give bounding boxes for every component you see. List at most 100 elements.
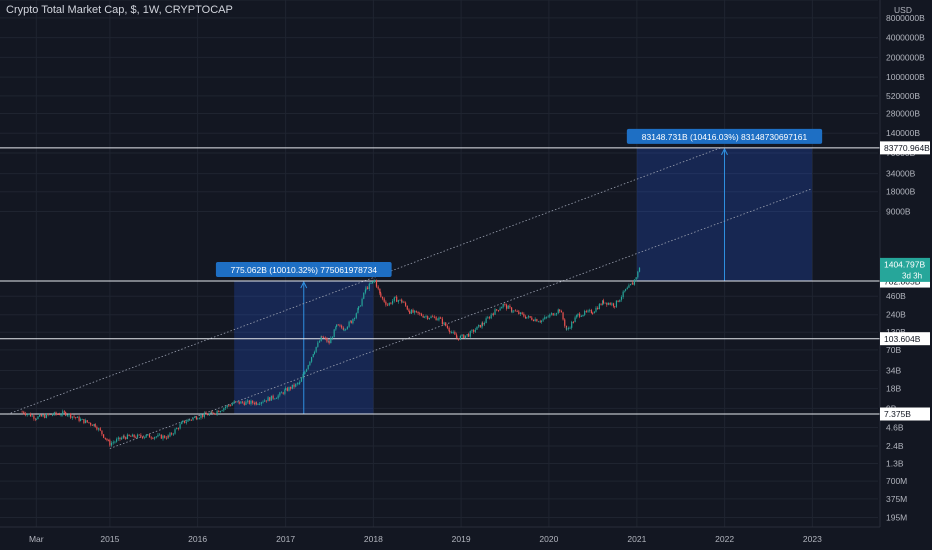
price-axis-label: 140000B	[886, 128, 920, 138]
candle-body	[313, 351, 316, 355]
candle-body	[264, 400, 266, 402]
candle-body	[275, 398, 278, 399]
candle-body	[350, 320, 352, 324]
candle-body	[76, 416, 79, 418]
candle-body	[617, 300, 619, 302]
candle-body	[449, 331, 451, 333]
candle-body	[514, 310, 517, 312]
candle-body	[540, 320, 543, 322]
time-axis-label: 2015	[100, 534, 119, 544]
candle-body	[315, 346, 317, 352]
candle-body	[550, 313, 553, 315]
candle-body	[60, 414, 62, 416]
candle-body	[299, 381, 301, 383]
candle-body	[348, 321, 350, 327]
candle-body	[213, 412, 215, 414]
candle-body	[408, 309, 410, 312]
candle-body	[372, 281, 374, 284]
price-axis-label: 195M	[886, 513, 907, 523]
price-axis-label: 8000000B	[886, 13, 925, 23]
candle-body	[133, 434, 135, 438]
candle-body	[345, 328, 347, 330]
time-axis[interactable]: Mar 2015 2016 2017 2018 2019 2020 2021 2022 2023	[0, 526, 880, 550]
candle-body	[466, 334, 468, 336]
candle-body	[274, 398, 276, 400]
candle-body	[24, 413, 27, 416]
candle-body	[172, 433, 174, 435]
candle-body	[192, 417, 194, 420]
candle-body	[388, 302, 390, 306]
candle-body	[304, 371, 306, 375]
candle-body	[181, 421, 183, 425]
measure-label-bg	[215, 262, 392, 278]
candle-body	[390, 302, 392, 304]
candle-body	[590, 310, 593, 314]
candle-body	[267, 397, 269, 402]
candle-body	[228, 405, 230, 407]
candle-body	[579, 313, 581, 317]
candle-body	[438, 317, 440, 320]
candle-body	[534, 319, 536, 322]
candle-body	[326, 338, 328, 342]
candle-body	[357, 307, 359, 314]
candle-body	[45, 413, 48, 418]
price-axis-label: 34000B	[886, 169, 916, 179]
price-axis-unit: USD	[894, 5, 912, 15]
candle-body	[176, 428, 178, 430]
candle-body	[295, 383, 297, 387]
price-axis-label: 4000000B	[886, 33, 925, 43]
candle-body	[208, 413, 211, 416]
candle-body	[467, 334, 470, 337]
candle-body	[265, 400, 267, 402]
candle-body	[216, 410, 218, 414]
candle-body	[122, 436, 124, 438]
candle-body	[365, 287, 367, 290]
candle-body	[189, 419, 191, 421]
candle-body	[121, 437, 123, 440]
candle-body	[148, 434, 151, 438]
candle-body	[481, 323, 483, 328]
candle-body	[247, 400, 249, 402]
candle-body	[358, 306, 360, 308]
candle-body	[150, 437, 152, 439]
candle-body	[463, 334, 465, 339]
candle-body	[210, 411, 212, 414]
candle-body	[440, 317, 442, 319]
price-candles	[21, 267, 641, 447]
candle-body	[544, 317, 546, 320]
candle-body	[532, 319, 535, 322]
candle-body	[509, 305, 511, 308]
candle-body	[147, 434, 149, 436]
measure-label: 775.062B (10010.32%) 775061978734	[215, 262, 392, 278]
candle-body	[545, 316, 548, 318]
candle-body	[464, 335, 467, 339]
candle-body	[248, 400, 250, 404]
candle-body	[511, 311, 513, 313]
candle-body	[252, 400, 254, 404]
candle-body	[473, 330, 475, 332]
candle-body	[71, 416, 73, 418]
candle-body	[516, 311, 518, 313]
candle-body	[245, 401, 247, 405]
time-axis-bg	[0, 527, 880, 550]
candle-body	[75, 417, 77, 418]
candle-body	[270, 395, 273, 401]
time-axis-label: 2017	[276, 534, 295, 544]
candle-body	[557, 309, 559, 314]
candle-body	[269, 397, 271, 401]
candle-body	[233, 401, 235, 403]
candle-body	[539, 321, 541, 323]
candle-body	[580, 316, 582, 317]
candle-body	[262, 401, 264, 403]
candle-body	[203, 412, 205, 417]
candle-body	[582, 314, 584, 317]
candle-body	[97, 428, 100, 430]
price-axis-label: 520000B	[886, 91, 920, 101]
candle-body	[427, 316, 429, 319]
candle-body	[614, 306, 616, 308]
time-axis-label: 2022	[715, 534, 734, 544]
candle-body	[619, 299, 621, 302]
candle-body	[293, 384, 295, 387]
